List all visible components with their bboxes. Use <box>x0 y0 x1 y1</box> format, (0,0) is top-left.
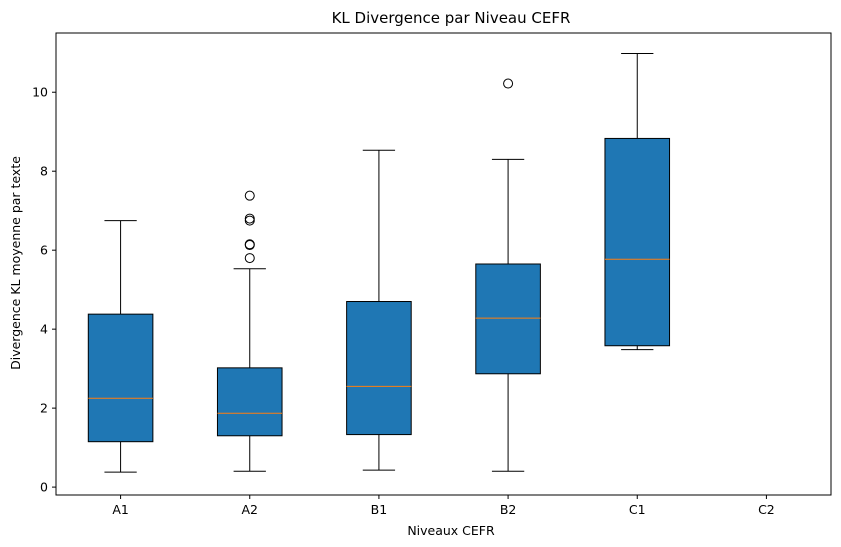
outlier-b2-0 <box>503 78 514 89</box>
plot-area: 0 2 4 6 8 10 A1 A2 B1 B2 C1 C2 <box>32 32 832 517</box>
box-a2 <box>216 367 283 437</box>
outlier-a2-5 <box>244 190 255 201</box>
x-tick-label-c2: C2 <box>758 502 775 517</box>
outlier-a2-3 <box>244 215 255 226</box>
outlier-a2-4 <box>244 213 255 224</box>
y-tick-label-2: 2 <box>40 401 48 416</box>
x-tick-label-b1: B1 <box>371 502 388 517</box>
outlier-a2-0 <box>244 253 255 264</box>
y-tick-label-6: 6 <box>40 243 48 258</box>
x-tick-label-a1: A1 <box>112 502 129 517</box>
outlier-a2-1 <box>244 240 255 251</box>
x-axis-label: Niveaux CEFR <box>407 523 495 538</box>
chart-title: KL Divergence par Niveau CEFR <box>332 9 571 27</box>
y-tick-label-0: 0 <box>40 480 48 495</box>
y-tick-label-10: 10 <box>32 85 48 100</box>
box-a1 <box>87 313 154 443</box>
y-tick-label-4: 4 <box>40 322 48 337</box>
plot-frame <box>55 32 832 496</box>
x-tick-label-a2: A2 <box>241 502 258 517</box>
outlier-a2-2 <box>244 239 255 250</box>
y-axis-label: Divergence KL moyenne par texte <box>8 156 23 370</box>
x-tick-label-c1: C1 <box>629 502 646 517</box>
y-tick-label-8: 8 <box>40 164 48 179</box>
x-tick-label-b2: B2 <box>500 502 517 517</box>
box-b1 <box>346 301 412 436</box>
box-b2 <box>475 263 541 375</box>
box-c1 <box>604 137 671 347</box>
